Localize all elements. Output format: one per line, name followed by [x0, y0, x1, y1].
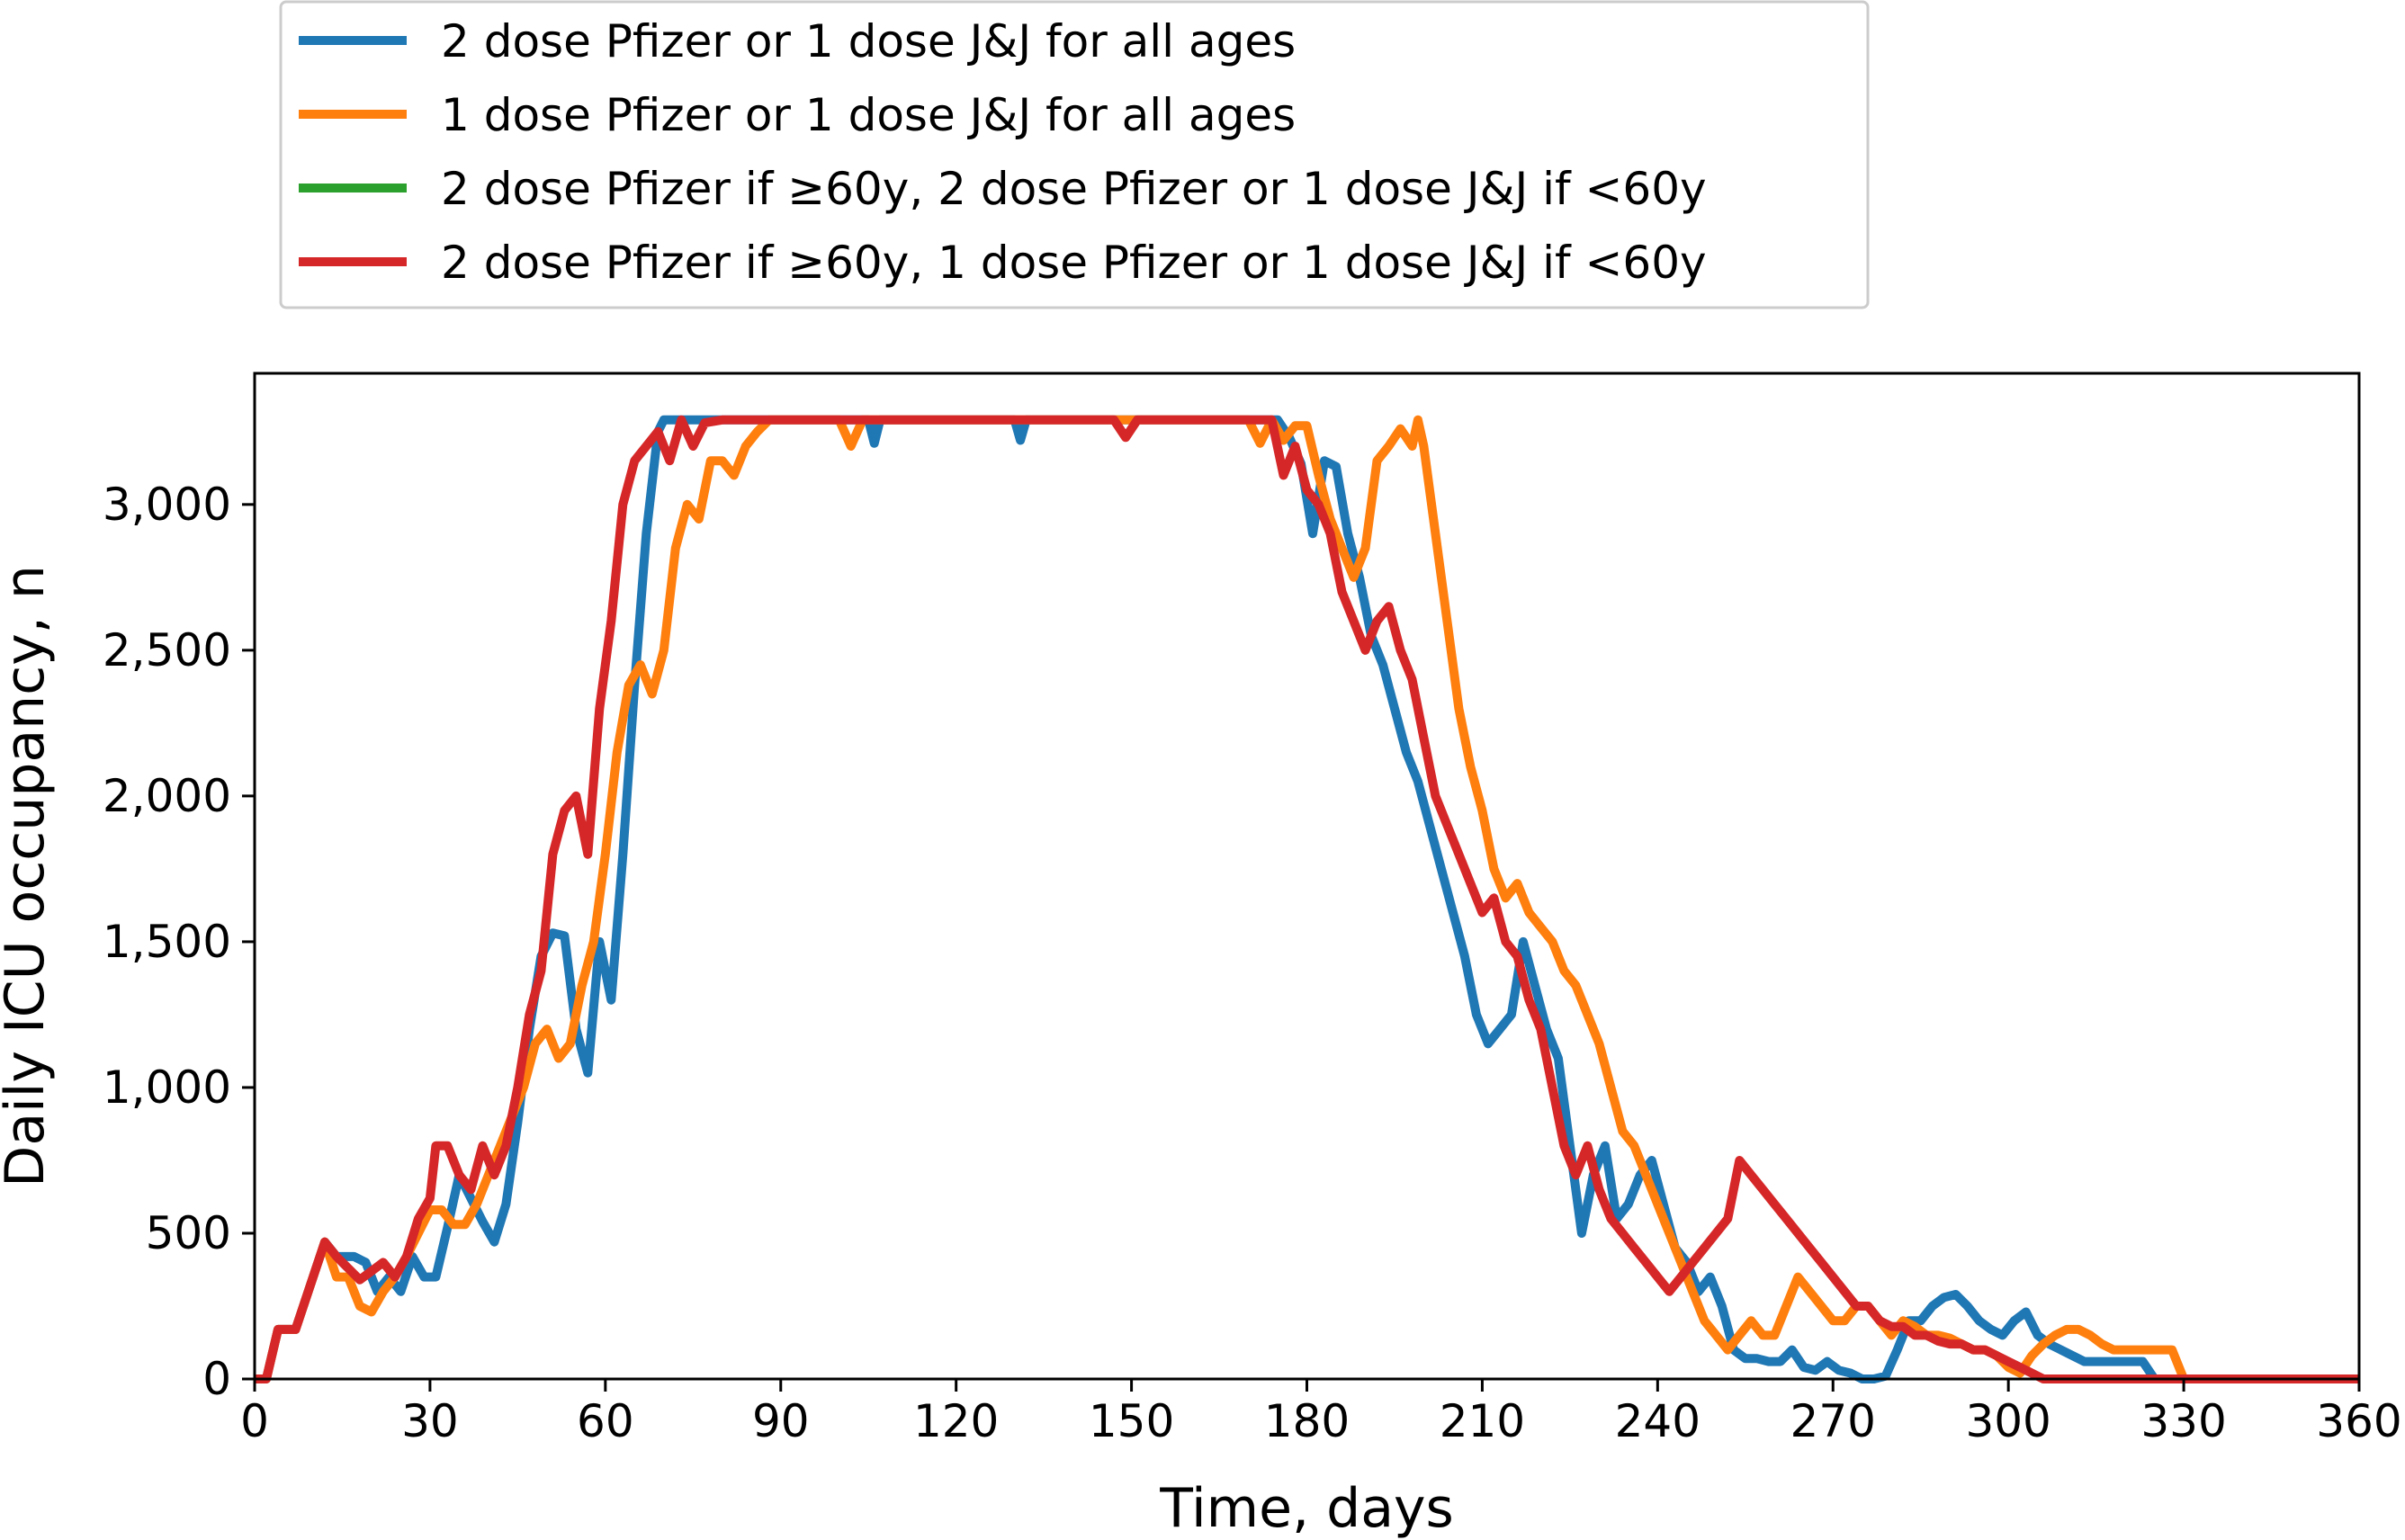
y-tick-label: 2,500 — [103, 624, 231, 676]
y-tick-label: 1,000 — [103, 1061, 231, 1114]
y-tick-label: 2,000 — [103, 770, 231, 822]
x-tick-label: 210 — [1440, 1395, 1525, 1447]
x-tick-label: 30 — [401, 1395, 459, 1447]
y-tick-label: 0 — [202, 1353, 231, 1405]
legend-label-4: 2 dose Pfizer if ≥60y, 1 dose Pfizer or … — [441, 237, 1707, 289]
x-tick-label: 60 — [577, 1395, 634, 1447]
legend-items: 2 dose Pfizer or 1 dose J&J for all ages… — [299, 15, 1707, 289]
y-tick-label: 1,500 — [103, 916, 231, 968]
x-tick-label: 240 — [1615, 1395, 1701, 1447]
x-tick-label: 180 — [1264, 1395, 1350, 1447]
series-layer — [255, 415, 2359, 1383]
x-tick-label: 120 — [913, 1395, 999, 1447]
legend: 2 dose Pfizer or 1 dose J&J for all ages… — [279, 0, 1870, 309]
x-tick-label: 270 — [1790, 1395, 1876, 1447]
x-tick-label: 300 — [1965, 1395, 2051, 1447]
x-tick-label: 330 — [2140, 1395, 2226, 1447]
y-tick-label: 500 — [146, 1207, 231, 1259]
x-tick-label: 0 — [240, 1395, 269, 1447]
x-tick-label: 150 — [1089, 1395, 1174, 1447]
legend-box — [279, 0, 1870, 309]
ticks-layer: 0 30 60 90 120 150 180 210 240 270 300 330 360 0 500 1,… — [103, 479, 2402, 1447]
legend-label-2: 1 dose Pfizer or 1 dose J&J for all ages — [441, 89, 1296, 141]
y-tick-label: 3,000 — [103, 479, 231, 531]
legend-label-1: 2 dose Pfizer or 1 dose J&J for all ages — [441, 15, 1296, 67]
x-tick-label: 360 — [2316, 1395, 2401, 1447]
y-axis-title: Daily ICU occupancy, n — [0, 565, 57, 1187]
legend-label-3: 2 dose Pfizer if ≥60y, 2 dose Pfizer or … — [441, 163, 1707, 215]
series-line-1 — [255, 415, 2359, 1383]
x-tick-label: 90 — [752, 1395, 810, 1447]
series-line-2 — [255, 415, 2359, 1383]
x-axis-title: Time, days — [1159, 1477, 1454, 1540]
series-line-4 — [255, 415, 2359, 1383]
